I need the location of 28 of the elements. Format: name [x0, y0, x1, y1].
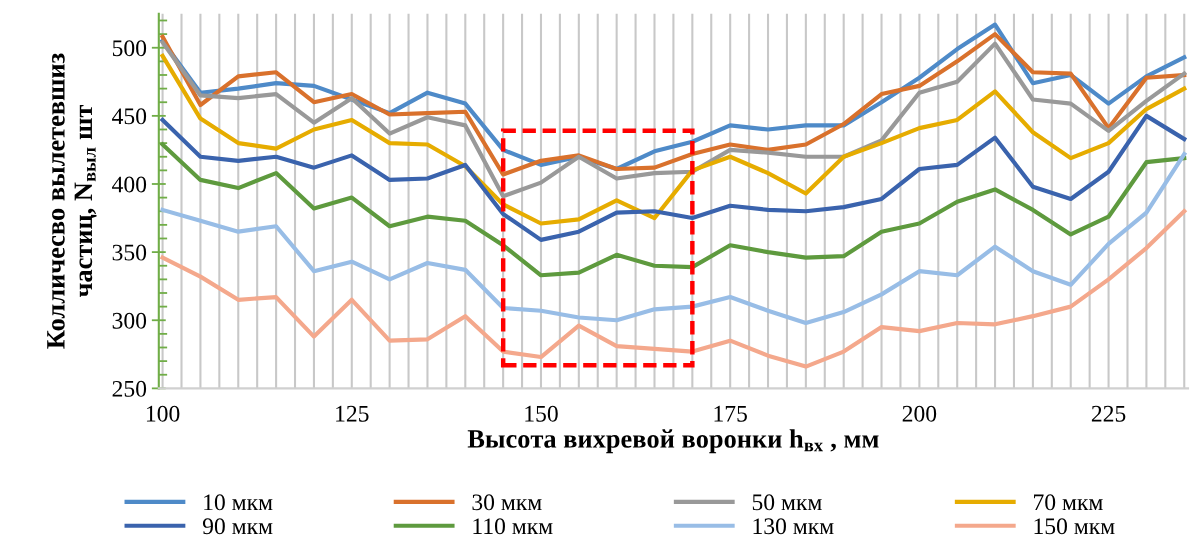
x-tick-label: 225 — [1091, 405, 1126, 422]
legend-label: 50 мкм — [752, 494, 822, 511]
x-tick-label: 150 — [525, 405, 558, 422]
line-series — [160, 142, 1187, 278]
y-tick-label: 400 — [112, 176, 147, 193]
x-tick-label: 125 — [336, 405, 369, 422]
x-tick-label: 175 — [714, 405, 747, 422]
y-axis-title: Колличесво вылетевшиз частиц, N$_{выл}$ шт — [47, 53, 97, 349]
line-series — [160, 53, 1187, 226]
x-axis-title: Высота вихревой воронки h$_{вх}$ , мм — [467, 429, 879, 454]
line-series — [160, 113, 1187, 242]
y-tick-label: 300 — [112, 312, 147, 329]
x-tick-label: 200 — [902, 405, 937, 422]
y-tick-label: 350 — [112, 244, 147, 261]
legend-label: 90 мкм — [202, 518, 273, 535]
legend-label: 10 мкм — [204, 494, 273, 511]
legend-label: 130 мкм — [753, 518, 834, 535]
legend-label: 30 мкм — [472, 494, 542, 511]
y-tick-label: 250 — [112, 380, 147, 397]
line-series — [160, 209, 1187, 369]
line-series — [160, 151, 1187, 326]
line-series — [160, 40, 1187, 199]
legend-label: 150 мкм — [1034, 518, 1115, 535]
legend-label: 110 мкм — [473, 518, 553, 535]
y-tick-label: 450 — [112, 108, 147, 125]
legend-label: 70 мкм — [1034, 494, 1103, 511]
y-tick-label: 500 — [112, 40, 147, 57]
x-tick-label: 100 — [146, 405, 180, 422]
